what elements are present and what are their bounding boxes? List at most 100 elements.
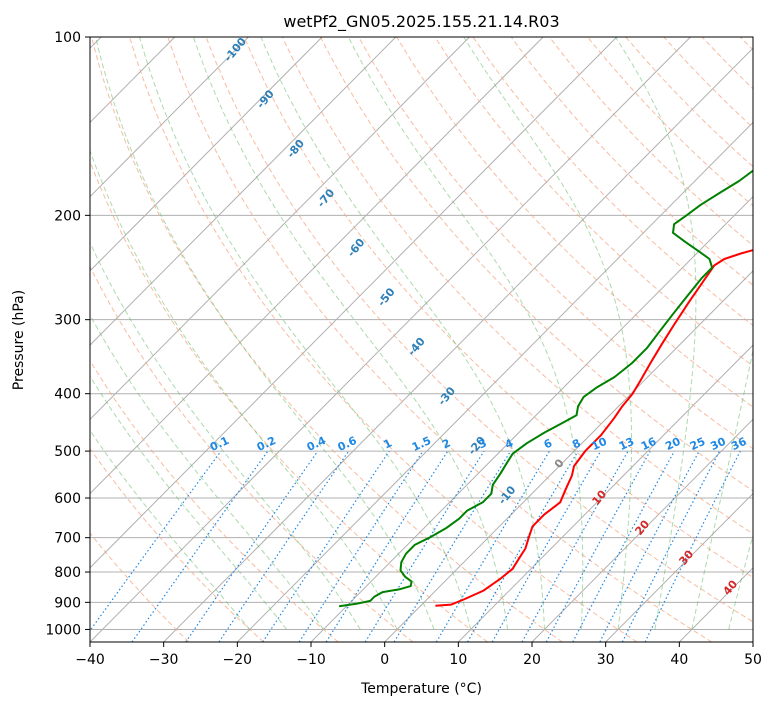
isotherm-line [90,37,618,569]
dry-adiabat [90,359,339,642]
dry-adiabat [91,37,563,642]
y-tick-label: 900 [54,595,81,611]
y-tick-label: 800 [54,565,81,581]
moist-adiabat-label: 20 [632,517,652,537]
isotherm-line [90,37,249,198]
moist-adiabat-label: 10 [589,487,609,507]
isotherm-line [678,567,753,642]
y-tick-label: 200 [54,208,81,224]
dry-adiabat [739,37,753,51]
x-tick-label: 20 [523,652,541,668]
y-tick-label: 100 [54,30,81,46]
dry-adiabat [472,37,753,326]
dry-adiabat [205,37,753,623]
x-tick-label: 0 [380,652,389,668]
chart-title: wetPf2_GN05.2025.155.21.14.R03 [283,12,559,32]
dry-adiabat [549,37,753,247]
temperature-line [435,249,753,607]
moist-adiabat [463,37,632,630]
x-tick-label: 50 [744,652,762,668]
dewpoint-line [338,169,753,608]
dry-adiabat [90,532,190,642]
moist-adiabat [615,37,697,630]
isotherm-line [90,37,397,346]
mixing-ratio-label: 20 [663,435,683,453]
isotherm-line [163,47,753,642]
dry-adiabat [663,37,753,129]
x-tick-label: −30 [149,652,179,668]
mixing-ratio-label: 16 [639,435,659,453]
dry-adiabat [90,447,264,642]
dry-adiabat [281,37,753,535]
moist-adiabat [691,348,753,630]
x-axis: −40 −30 −20 −10 0 10 20 30 40 50 [75,642,762,668]
moist-adiabat [192,37,509,630]
mixing-ratio-line [491,450,602,642]
isotherm-line [531,418,753,642]
x-tick-label: −40 [75,652,105,668]
y-axis: 100 200 300 400 500 600 700 800 900 1000 [45,30,90,638]
mixing-ratio-label: 13 [617,435,636,453]
isotherm-line [384,270,753,642]
dry-adiabat [701,37,753,90]
dry-adiabat-label: -50 [375,285,398,309]
isotherm-line [90,37,691,642]
y-tick-label: 1000 [45,622,81,638]
isotherm-line [310,195,753,642]
dry-adiabat [90,160,488,642]
x-tick-label: −10 [296,652,326,668]
mixing-ratio-label: 2 [440,436,452,451]
mixing-ratio-line [325,450,449,642]
dry-adiabat [434,37,753,367]
x-tick-label: 40 [670,652,688,668]
isotherm-line [90,37,544,495]
mixing-ratio-label: 10 [590,435,610,453]
dry-adiabat [90,265,414,642]
mixing-ratio-line [393,450,512,642]
dry-adiabat [129,37,638,642]
y-tick-label: 700 [54,531,81,547]
moist-adiabat [90,375,287,630]
mixing-ratio-line [644,450,741,642]
moist-adiabat [90,314,324,630]
isotherm-line [605,492,753,642]
x-tick-label: 30 [597,652,615,668]
mixing-ratio-line [545,450,651,642]
moist-adiabat [90,149,398,630]
mixing-ratio-label: 4 [503,436,516,451]
mixing-ratio-line [621,450,721,642]
moist-adiabat [347,37,584,630]
mixing-ratio-line [185,450,319,642]
dry-adiabat [587,37,753,207]
mixing-ratio-line [298,450,424,642]
isotherm-line [236,121,753,642]
isotherm-line [90,37,323,272]
mixing-ratio-line [435,450,551,642]
mixing-ratio-label: 36 [729,435,749,453]
x-axis-label: Temperature (°C) [360,681,482,697]
mixing-ratio-line [90,450,222,632]
mixing-ratio-line [218,450,350,642]
data-series [338,169,753,608]
moist-adiabat-label: 30 [676,547,696,567]
dry-adiabat [510,37,753,286]
background-lines [90,37,753,642]
moist-adiabat [260,37,545,630]
moist-adiabat [728,533,753,630]
dry-adiabat-label: -90 [254,87,277,111]
isotherm-line [752,641,753,642]
moist-adiabat [90,241,361,630]
dry-adiabat-label: -80 [284,137,307,161]
mixing-ratio-line [131,450,269,642]
dry-adiabat-label: -30 [435,384,458,408]
isotherm-line [457,344,753,642]
y-tick-label: 400 [54,387,81,403]
dry-adiabat [167,37,712,642]
y-tick-label: 600 [54,491,81,507]
mixing-ratio-line [572,450,675,642]
mixing-ratio-label: 6 [542,436,555,451]
y-axis-label: Pressure (hPa) [11,290,27,390]
mixing-ratio-label: 25 [688,435,707,453]
mixing-ratio-label: 30 [708,435,728,453]
